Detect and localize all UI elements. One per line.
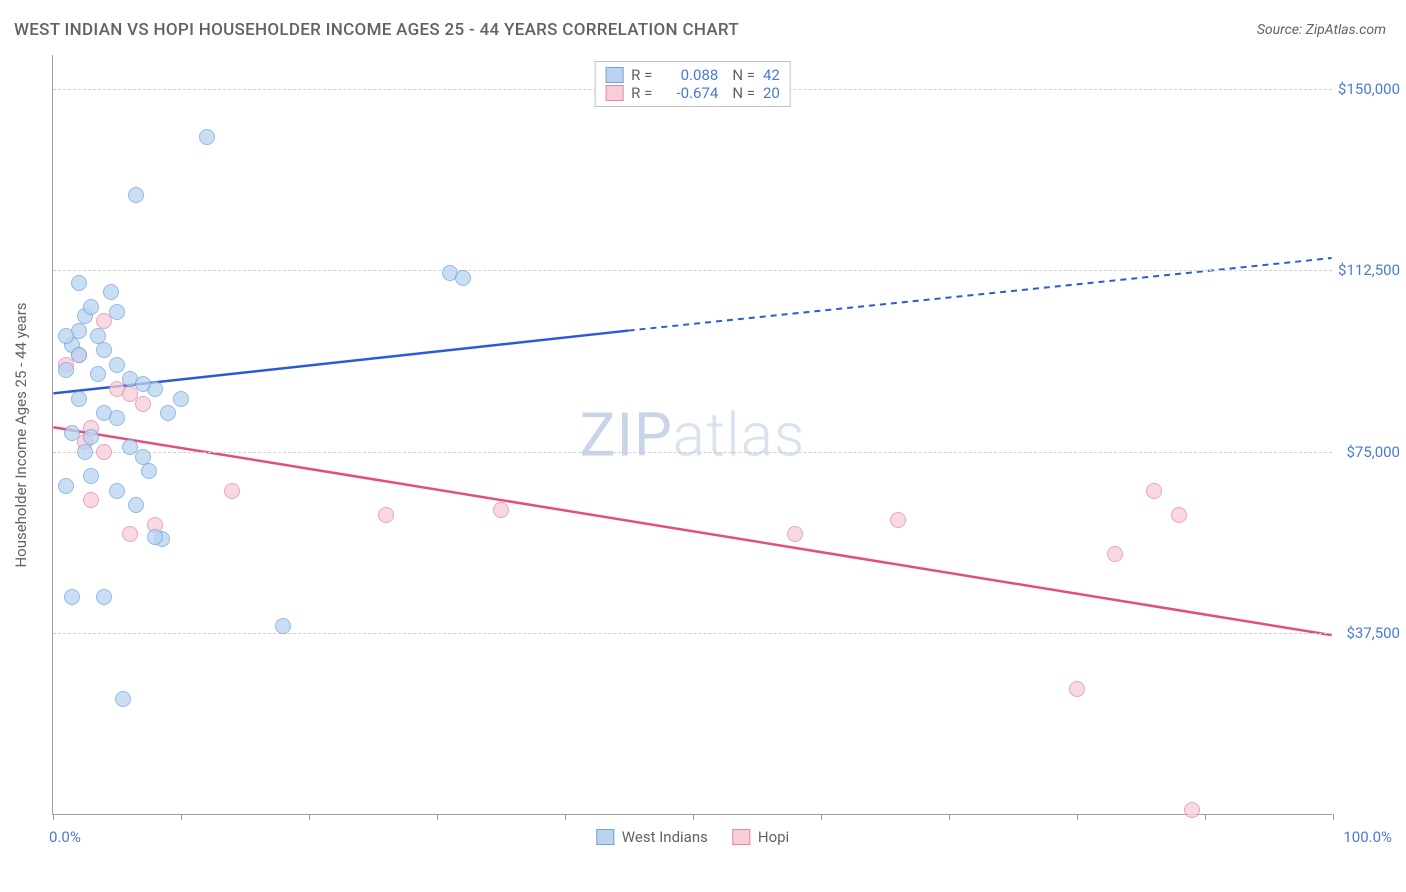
y-axis-title: Householder Income Ages 25 - 44 years (12, 302, 30, 567)
data-point-west-indians (128, 497, 144, 513)
data-point-hopi (1146, 483, 1162, 499)
data-point-hopi (1184, 802, 1200, 818)
correlation-legend: R = 0.088 N = 42 R = -0.674 N = 20 (594, 61, 791, 107)
swatch-west-indians (596, 829, 614, 845)
series-legend: West Indians Hopi (596, 828, 789, 846)
data-point-west-indians (77, 444, 93, 460)
x-axis-min-label: 0.0% (49, 828, 81, 846)
data-point-west-indians (109, 483, 125, 499)
legend-item-west-indians: West Indians (596, 828, 708, 846)
x-tick (565, 814, 566, 820)
data-point-west-indians (109, 357, 125, 373)
y-tick-label: $75,000 (1346, 443, 1400, 461)
data-point-west-indians (160, 405, 176, 421)
x-tick (1077, 814, 1078, 820)
data-point-hopi (890, 512, 906, 528)
x-tick (949, 814, 950, 820)
x-tick (437, 814, 438, 820)
swatch-west-indians (605, 67, 623, 83)
data-point-hopi (378, 507, 394, 523)
data-point-west-indians (173, 391, 189, 407)
data-point-west-indians (71, 347, 87, 363)
legend-item-hopi: Hopi (732, 828, 789, 846)
data-point-west-indians (90, 366, 106, 382)
legend-label-hopi: Hopi (758, 828, 789, 846)
legend-row-hopi: R = -0.674 N = 20 (605, 84, 780, 102)
data-point-west-indians (83, 299, 99, 315)
data-point-hopi (122, 526, 138, 542)
watermark: ZIPatlas (580, 399, 806, 470)
data-point-west-indians (141, 463, 157, 479)
data-point-west-indians (96, 342, 112, 358)
swatch-hopi (605, 85, 623, 101)
x-tick (693, 814, 694, 820)
data-point-west-indians (58, 362, 74, 378)
data-point-west-indians (58, 478, 74, 494)
y-tick-label: $37,500 (1346, 624, 1400, 642)
data-point-hopi (96, 444, 112, 460)
data-point-west-indians (109, 304, 125, 320)
data-point-hopi (1069, 681, 1085, 697)
gridline (53, 452, 1332, 453)
data-point-hopi (135, 396, 151, 412)
data-point-west-indians (58, 328, 74, 344)
y-tick-label: $150,000 (1338, 80, 1400, 98)
x-tick (821, 814, 822, 820)
data-point-west-indians (83, 468, 99, 484)
data-point-west-indians (103, 284, 119, 300)
watermark-zip: ZIP (580, 399, 673, 470)
r-label: R = (631, 66, 652, 84)
data-point-hopi (1171, 507, 1187, 523)
y-tick-label: $112,500 (1338, 261, 1400, 279)
data-point-west-indians (455, 270, 471, 286)
data-point-hopi (1107, 546, 1123, 562)
data-point-hopi (224, 483, 240, 499)
data-point-west-indians (64, 425, 80, 441)
r-value-hopi: -0.674 (660, 84, 718, 102)
x-tick (309, 814, 310, 820)
data-point-west-indians (147, 529, 163, 545)
n-value-hopi: 20 (763, 84, 780, 102)
data-point-west-indians (115, 691, 131, 707)
data-point-west-indians (71, 275, 87, 291)
chart-title: WEST INDIAN VS HOPI HOUSEHOLDER INCOME A… (14, 20, 739, 40)
chart-plot-area: Householder Income Ages 25 - 44 years ZI… (52, 55, 1332, 815)
x-tick (1333, 814, 1334, 820)
data-point-hopi (493, 502, 509, 518)
data-point-west-indians (71, 391, 87, 407)
x-tick (181, 814, 182, 820)
data-point-west-indians (96, 589, 112, 605)
legend-row-west-indians: R = 0.088 N = 42 (605, 66, 780, 84)
swatch-hopi (732, 829, 750, 845)
gridline (53, 633, 1332, 634)
data-point-west-indians (109, 410, 125, 426)
x-tick (1205, 814, 1206, 820)
data-point-hopi (787, 526, 803, 542)
n-value-west-indians: 42 (763, 66, 780, 84)
x-axis-max-label: 100.0% (1343, 828, 1392, 846)
data-point-west-indians (64, 589, 80, 605)
r-label: R = (631, 84, 652, 102)
source-label: Source: ZipAtlas.com (1257, 22, 1386, 38)
watermark-atlas: atlas (673, 399, 806, 470)
data-point-west-indians (275, 618, 291, 634)
r-value-west-indians: 0.088 (660, 66, 718, 84)
legend-label-west-indians: West Indians (622, 828, 708, 846)
gridline (53, 270, 1332, 271)
data-point-west-indians (135, 376, 151, 392)
x-tick (53, 814, 54, 820)
n-label: N = (732, 84, 755, 102)
data-point-west-indians (199, 129, 215, 145)
data-point-west-indians (128, 187, 144, 203)
trend-lines (53, 55, 1332, 814)
n-label: N = (732, 66, 755, 84)
data-point-hopi (83, 492, 99, 508)
